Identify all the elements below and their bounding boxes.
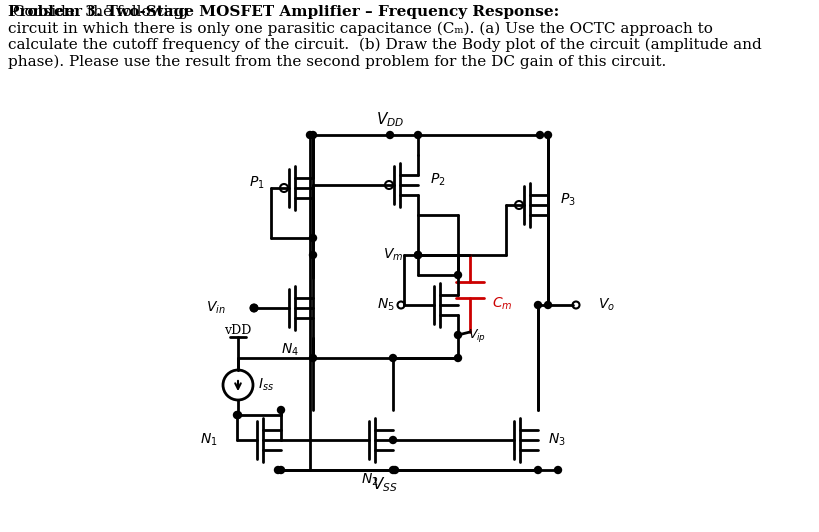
Text: $N_2$: $N_2$	[360, 472, 378, 488]
Text: $V_o$: $V_o$	[597, 297, 614, 313]
Text: $V_m$: $V_m$	[382, 247, 402, 263]
Circle shape	[277, 406, 284, 413]
Circle shape	[391, 467, 398, 473]
Circle shape	[234, 411, 242, 419]
Circle shape	[454, 331, 461, 338]
Circle shape	[277, 467, 284, 473]
Circle shape	[454, 354, 461, 362]
Text: $V_{ip}$: $V_{ip}$	[468, 327, 486, 344]
Circle shape	[309, 354, 316, 362]
Text: $N_1$: $N_1$	[200, 432, 218, 448]
Text: $P_3$: $P_3$	[559, 192, 575, 208]
Text: $P_2$: $P_2$	[429, 172, 445, 188]
Circle shape	[389, 436, 396, 444]
Text: $V_{SS}$: $V_{SS}$	[372, 476, 397, 494]
Circle shape	[554, 467, 561, 473]
Circle shape	[454, 271, 461, 278]
Text: $V_{in}$: $V_{in}$	[206, 300, 226, 316]
Circle shape	[309, 235, 316, 242]
Text: $C_m$: $C_m$	[491, 295, 512, 312]
Circle shape	[534, 467, 541, 473]
Circle shape	[544, 302, 551, 309]
Circle shape	[250, 304, 257, 312]
Circle shape	[414, 252, 421, 259]
Text: $N_4$: $N_4$	[281, 342, 299, 358]
Circle shape	[386, 131, 393, 138]
Text: $N_5$: $N_5$	[377, 297, 395, 313]
Text: $V_{DD}$: $V_{DD}$	[375, 111, 404, 129]
Text: $I_{ss}$: $I_{ss}$	[258, 377, 274, 393]
Circle shape	[544, 131, 551, 138]
Text: vDD: vDD	[224, 323, 251, 337]
Circle shape	[389, 467, 396, 473]
Text: Problem 3. Two-Stage MOSFET Amplifier – Frequency Response:: Problem 3. Two-Stage MOSFET Amplifier – …	[8, 5, 559, 19]
Text: $P_1$: $P_1$	[249, 175, 265, 191]
Circle shape	[309, 131, 316, 138]
Circle shape	[233, 411, 240, 419]
Circle shape	[414, 252, 421, 259]
Circle shape	[274, 467, 281, 473]
Text: Consider the following
circuit in which there is only one parasitic capacitance : Consider the following circuit in which …	[8, 5, 761, 69]
Circle shape	[389, 354, 396, 362]
Circle shape	[306, 131, 313, 138]
Text: $N_3$: $N_3$	[547, 432, 565, 448]
Circle shape	[536, 131, 543, 138]
Circle shape	[309, 252, 316, 259]
Circle shape	[414, 131, 421, 138]
Circle shape	[534, 302, 541, 309]
